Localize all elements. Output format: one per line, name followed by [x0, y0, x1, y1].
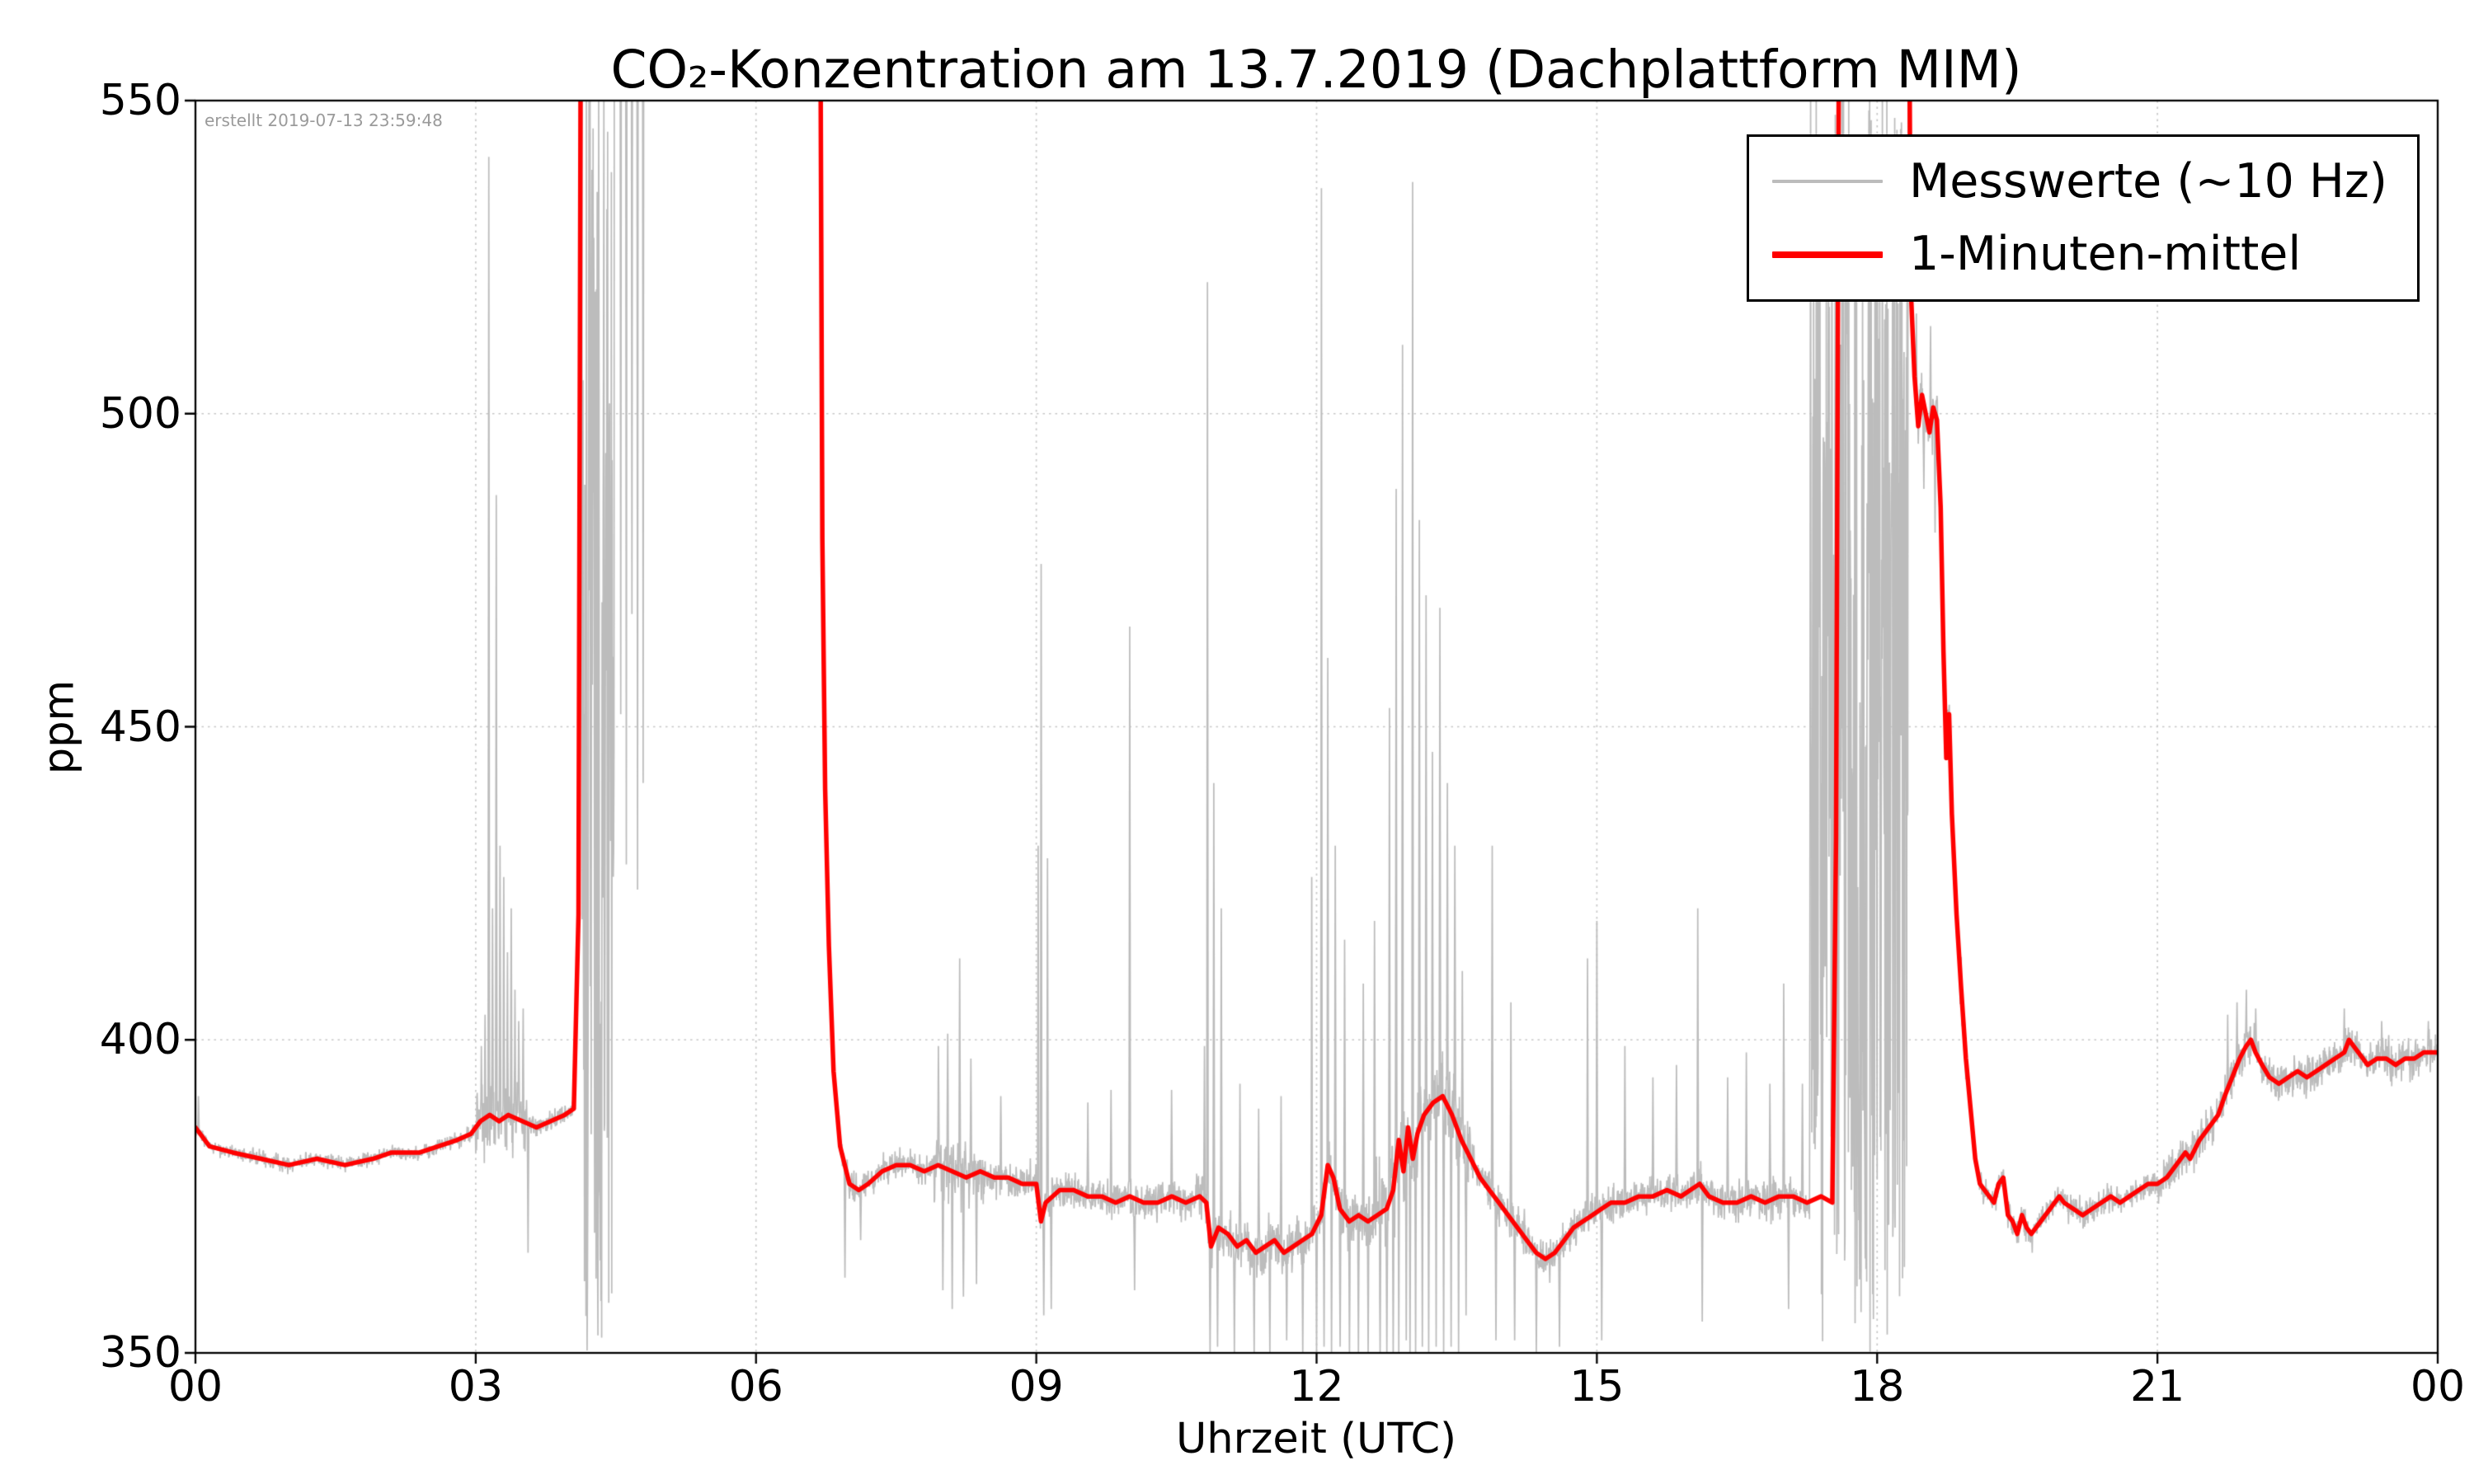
legend-entry-minutenmittel: 1-Minuten-mittel — [1772, 226, 2387, 282]
legend-label-minutenmittel: 1-Minuten-mittel — [1909, 227, 2302, 282]
legend-label-messwerte: Messwerte (~10 Hz) — [1909, 154, 2387, 209]
legend-line-sample-red — [1772, 251, 1884, 258]
legend-line-sample-gray — [1772, 180, 1884, 184]
legend-entry-messwerte: Messwerte (~10 Hz) — [1772, 153, 2387, 209]
legend: Messwerte (~10 Hz) 1-Minuten-mittel — [1747, 134, 2420, 302]
